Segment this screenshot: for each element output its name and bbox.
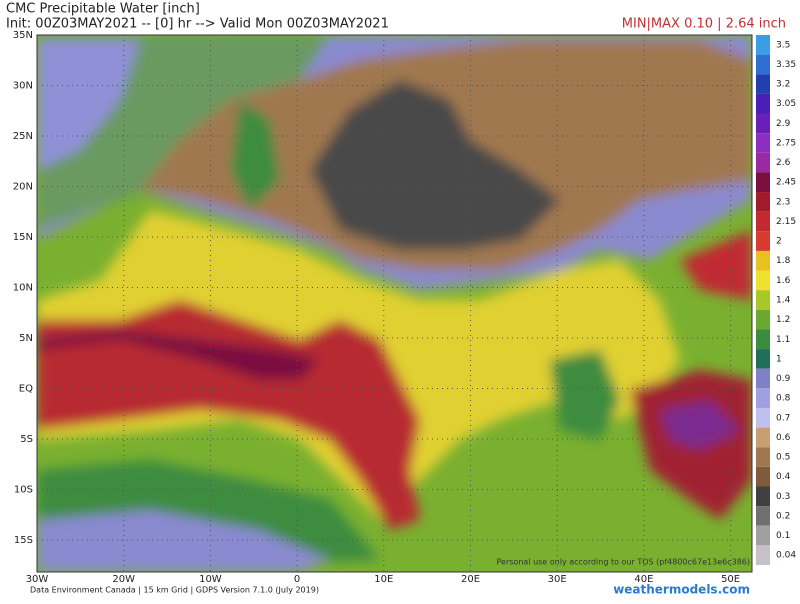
colorbar-swatch — [756, 74, 770, 94]
lat-label: 35N — [13, 30, 33, 41]
colorbar-swatch — [756, 427, 770, 448]
subtitle: Init: 00Z03MAY2021 -- [0] hr --> Valid M… — [6, 17, 389, 32]
colorbar-label: 2.15 — [776, 217, 796, 227]
lat-label: 25N — [13, 131, 33, 142]
colorbar-swatch — [756, 506, 770, 526]
colorbar-label: 2.6 — [776, 158, 791, 168]
colorbar-swatch — [756, 54, 770, 75]
colorbar-label: 0.4 — [776, 472, 791, 482]
colorbar-swatch — [756, 270, 770, 291]
colorbar-label: 1.8 — [776, 256, 791, 266]
lat-label: 5N — [19, 333, 33, 344]
colorbar-label: 2.3 — [776, 197, 790, 207]
colorbar-label: 3.05 — [776, 99, 796, 109]
colorbar-label: 0.2 — [776, 511, 790, 521]
colorbar-swatch — [756, 525, 770, 546]
graticule — [37, 35, 752, 572]
colorbar-label: 0.5 — [776, 453, 790, 463]
colorbar: 3.5 3.35 3.2 3.05 2.9 2.75 2.6 2.45 2.3 2.15 2 1.8 1… — [756, 35, 796, 565]
lat-label: 20N — [13, 182, 33, 193]
colorbar-label: 3.5 — [776, 40, 790, 50]
lon-label: 20W — [112, 574, 135, 585]
site: weathermodels.com — [613, 583, 750, 597]
colorbar-swatch — [756, 368, 770, 389]
lon-label: 10W — [199, 574, 222, 585]
colorbar-swatch — [756, 447, 770, 467]
min-max: MIN|MAX 0.10 | 2.64 inch — [622, 17, 786, 32]
colorbar-label: 1.4 — [776, 296, 791, 306]
colorbar-label: 3.2 — [776, 80, 790, 90]
lat-label: 30N — [13, 81, 33, 92]
colorbar-label: 2.45 — [776, 178, 796, 188]
lon-label: 30E — [548, 574, 567, 585]
lon-label: 0 — [294, 574, 300, 585]
colorbar-label: 1.1 — [776, 335, 790, 345]
colorbar-label: 1.2 — [776, 315, 790, 325]
colorbar-label: 0.1 — [776, 531, 790, 541]
colorbar-label: 0.7 — [776, 413, 790, 423]
colorbar-swatch — [756, 309, 770, 330]
lat-label: 5S — [20, 434, 33, 445]
colorbar-swatch — [756, 211, 770, 232]
lon-label: 10E — [374, 574, 393, 585]
colorbar-swatch — [756, 192, 770, 212]
colorbar-label: 2.75 — [776, 138, 796, 148]
colorbar-swatch — [756, 172, 770, 193]
colorbar-label: 0.3 — [776, 492, 790, 502]
colorbar-swatch — [756, 407, 770, 428]
field-shading — [37, 35, 752, 572]
colorbar-swatch — [756, 329, 770, 350]
map-area: Personal use only according to our TOS (… — [37, 35, 752, 572]
colorbar-label: 0.8 — [776, 394, 791, 404]
colorbar-label: 1.6 — [776, 276, 791, 286]
colorbar-swatch — [756, 349, 770, 369]
lat-label: 10S — [14, 485, 33, 496]
lon-label: 50E — [721, 574, 740, 585]
colorbar-swatch — [756, 93, 770, 114]
lat-label: 15S — [14, 535, 33, 546]
colorbar-label: 2 — [776, 237, 782, 247]
lat-label: EQ — [19, 384, 33, 395]
colorbar-swatch — [756, 250, 770, 271]
colorbar-label: 1 — [776, 354, 782, 364]
colorbar-label: 0.6 — [776, 433, 791, 443]
map-frame — [36, 34, 753, 573]
title: CMC Precipitable Water [inch] — [6, 2, 200, 17]
colorbar-label: 0.9 — [776, 374, 791, 384]
lon-label: 20E — [461, 574, 480, 585]
colorbar-swatch — [756, 545, 770, 565]
colorbar-label: 0.04 — [776, 551, 796, 561]
watermark: Personal use only according to our TOS (… — [497, 558, 750, 567]
lat-label: 15N — [13, 232, 33, 243]
credit: Data Environment Canada | 15 km Grid | G… — [30, 586, 319, 595]
colorbar-swatch — [756, 388, 770, 408]
colorbar-swatch — [756, 152, 770, 173]
colorbar-swatch — [756, 35, 770, 55]
colorbar-swatch — [756, 466, 770, 487]
colorbar-label: 2.9 — [776, 119, 791, 129]
lat-label: 10N — [13, 283, 33, 294]
colorbar-swatch — [756, 133, 770, 153]
colorbar-swatch — [756, 290, 770, 310]
colorbar-swatch — [756, 113, 770, 134]
colorbar-swatch — [756, 231, 770, 251]
colorbar-label: 3.35 — [776, 60, 796, 70]
lon-label: 40E — [634, 574, 653, 585]
colorbar-swatch — [756, 486, 770, 507]
lon-label: 30W — [26, 574, 49, 585]
